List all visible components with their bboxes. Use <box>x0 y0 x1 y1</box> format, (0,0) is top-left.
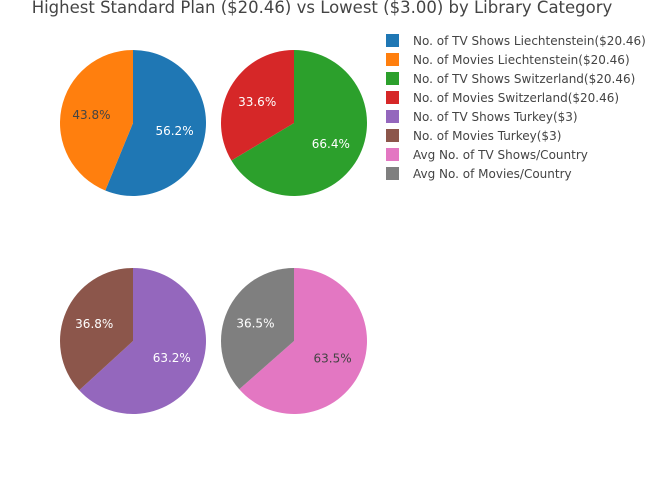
pie-2-slice-1[interactable] <box>231 50 367 197</box>
legend-item-1[interactable]: No. of TV Shows Liechtenstein($20.46) <box>386 34 646 48</box>
pie-4-slice-2-label: 36.5% <box>236 317 274 331</box>
pie-3-slice-2-label: 36.8% <box>75 317 113 331</box>
pies-group: 56.2% 43.8% 66.4% 33.6% 63.2% 36.8% 63.5% 36.5% <box>59 50 367 414</box>
pie-1-slice-1-label: 56.2% <box>155 124 193 138</box>
pie-2-slice-2[interactable] <box>221 50 294 161</box>
legend-swatch-5 <box>386 110 399 123</box>
legend-label-7: Avg No. of TV Shows/Country <box>413 148 588 162</box>
legend-label-6: No. of Movies Turkey($3) <box>413 129 561 143</box>
legend-swatch-8 <box>386 167 399 180</box>
pie-2: 66.4% 33.6% <box>221 50 367 197</box>
pie-3-slice-1-label: 63.2% <box>153 351 191 365</box>
legend-swatch-2 <box>386 53 399 66</box>
legend-swatch-7 <box>386 148 399 161</box>
pie-2-slice-1-label: 66.4% <box>312 137 350 151</box>
pie-4-slice-1-label: 63.5% <box>314 351 352 365</box>
legend-label-3: No. of TV Shows Switzerland($20.46) <box>413 72 635 86</box>
pie-3: 63.2% 36.8% <box>59 268 207 414</box>
legend-swatch-3 <box>386 72 399 85</box>
legend-label-8: Avg No. of Movies/Country <box>413 167 572 181</box>
legend-item-6[interactable]: No. of Movies Turkey($3) <box>386 129 561 143</box>
legend-item-2[interactable]: No. of Movies Liechtenstein($20.46) <box>386 53 630 67</box>
legend-item-3[interactable]: No. of TV Shows Switzerland($20.46) <box>386 72 635 86</box>
pie-3-slice-2[interactable] <box>59 268 133 391</box>
legend-swatch-4 <box>386 91 399 104</box>
legend-label-4: No. of Movies Switzerland($20.46) <box>413 91 619 105</box>
legend-label-5: No. of TV Shows Turkey($3) <box>413 110 578 124</box>
pie-4: 63.5% 36.5% <box>221 268 367 414</box>
pie-2-slice-2-label: 33.6% <box>238 95 276 109</box>
legend-swatch-1 <box>386 34 399 47</box>
pie-4-slice-1[interactable] <box>239 268 367 414</box>
pie-3-slice-1[interactable] <box>79 268 207 414</box>
legend-label-1: No. of TV Shows Liechtenstein($20.46) <box>413 34 646 48</box>
legend-item-7[interactable]: Avg No. of TV Shows/Country <box>386 148 588 162</box>
legend-swatch-6 <box>386 129 399 142</box>
chart-title: Highest Standard Plan ($20.46) vs Lowest… <box>32 0 613 17</box>
legend-label-2: No. of Movies Liechtenstein($20.46) <box>413 53 630 67</box>
legend-item-5[interactable]: No. of TV Shows Turkey($3) <box>386 110 578 124</box>
legend-item-4[interactable]: No. of Movies Switzerland($20.46) <box>386 91 619 105</box>
legend-item-8[interactable]: Avg No. of Movies/Country <box>386 167 572 181</box>
pie-4-slice-2[interactable] <box>221 268 294 390</box>
pie-1: 56.2% 43.8% <box>59 50 206 196</box>
pie-1-slice-2[interactable] <box>59 50 133 191</box>
pie-1-slice-1[interactable] <box>105 50 206 196</box>
pie-1-slice-2-label: 43.8% <box>72 108 110 122</box>
legend[interactable]: No. of TV Shows Liechtenstein($20.46) No.… <box>386 34 646 181</box>
